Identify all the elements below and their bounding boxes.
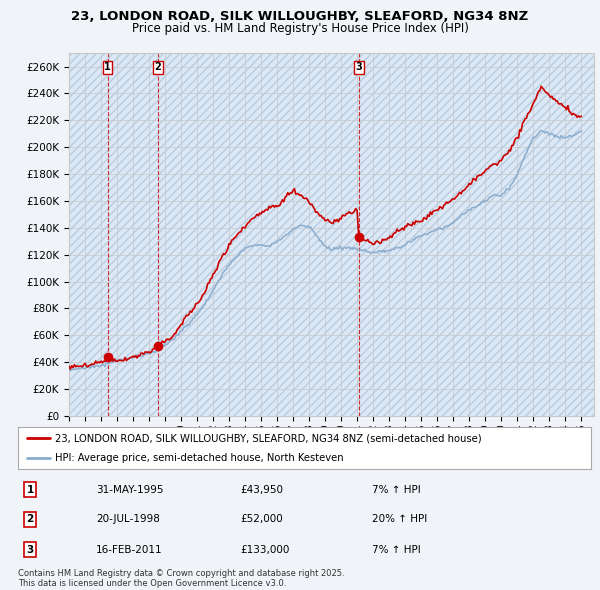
Text: 16-FEB-2011: 16-FEB-2011 [96, 545, 163, 555]
Text: 1: 1 [26, 485, 34, 494]
Text: £43,950: £43,950 [240, 485, 283, 494]
Text: 20-JUL-1998: 20-JUL-1998 [96, 514, 160, 524]
Text: Contains HM Land Registry data © Crown copyright and database right 2025.
This d: Contains HM Land Registry data © Crown c… [18, 569, 344, 588]
Text: 2: 2 [154, 62, 161, 72]
Text: 20% ↑ HPI: 20% ↑ HPI [372, 514, 427, 524]
Text: £52,000: £52,000 [240, 514, 283, 524]
Text: 2: 2 [26, 514, 34, 524]
Text: 1: 1 [104, 62, 111, 72]
Text: 31-MAY-1995: 31-MAY-1995 [96, 485, 163, 494]
Text: 7% ↑ HPI: 7% ↑ HPI [372, 485, 421, 494]
Text: 7% ↑ HPI: 7% ↑ HPI [372, 545, 421, 555]
Text: 23, LONDON ROAD, SILK WILLOUGHBY, SLEAFORD, NG34 8NZ (semi-detached house): 23, LONDON ROAD, SILK WILLOUGHBY, SLEAFO… [55, 434, 482, 444]
Text: 23, LONDON ROAD, SILK WILLOUGHBY, SLEAFORD, NG34 8NZ: 23, LONDON ROAD, SILK WILLOUGHBY, SLEAFO… [71, 10, 529, 23]
Text: £133,000: £133,000 [240, 545, 289, 555]
Text: Price paid vs. HM Land Registry's House Price Index (HPI): Price paid vs. HM Land Registry's House … [131, 22, 469, 35]
Text: 3: 3 [356, 62, 362, 72]
Text: HPI: Average price, semi-detached house, North Kesteven: HPI: Average price, semi-detached house,… [55, 454, 344, 463]
Text: 3: 3 [26, 545, 34, 555]
